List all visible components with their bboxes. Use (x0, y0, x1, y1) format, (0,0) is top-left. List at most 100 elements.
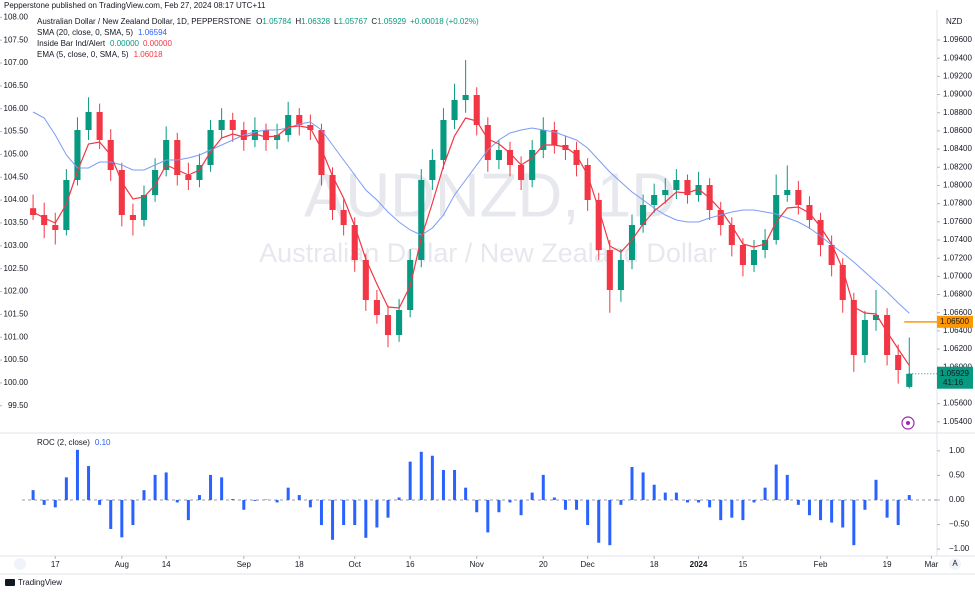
candle-body (861, 320, 868, 355)
roc-bar (641, 472, 645, 500)
candle-body (662, 190, 669, 195)
candle-body (640, 205, 647, 225)
candle-body (451, 100, 458, 120)
l-letter: L (334, 17, 339, 26)
last-price-tag-bg (937, 366, 973, 389)
legend-inside-bar: Inside Bar Ind/Alert 0.00000 0.00000 (37, 39, 172, 48)
candle-body (506, 150, 514, 165)
roc-bar (386, 499, 390, 518)
roc-bar (264, 499, 268, 500)
y-tick-label: 1.07800 (943, 199, 972, 208)
candle-body (30, 208, 37, 215)
auto-button-bg[interactable] (949, 558, 961, 570)
roc-bar (430, 455, 434, 500)
roc-bar (419, 451, 423, 500)
left-y-tick-label: 103.50 (4, 218, 29, 227)
y-tick-label: 1.07000 (943, 271, 972, 280)
roc-bar (120, 499, 124, 538)
left-y-tick-label: 103.00 (4, 241, 29, 250)
brand-logo (5, 579, 15, 586)
roc-bar (397, 497, 401, 500)
left-y-tick-label: 107.00 (4, 58, 29, 67)
plot: 1.054001.056001.058001.060001.062001.064… (0, 12, 973, 569)
x-tick-label: 18 (650, 560, 659, 569)
y-tick-label: 1.08200 (943, 162, 972, 171)
candle-body (551, 130, 558, 145)
last-price-tag: 1.05929 (940, 369, 969, 378)
roc-bar (741, 499, 745, 521)
candle-body (750, 250, 758, 265)
roc-bar (98, 499, 102, 505)
candle-body (762, 240, 769, 250)
roc-y-tick-label: −0.50 (949, 520, 970, 529)
x-tick-label: 16 (406, 560, 415, 569)
indicator-line (32, 111, 910, 314)
y-tick-label: 1.08600 (943, 126, 972, 135)
roc-bar (597, 499, 601, 543)
candle-body (773, 195, 780, 240)
roc-bar (441, 469, 445, 500)
roc-bar (652, 484, 656, 500)
legend-sma: SMA (20, close, 0, SMA, 5) 1.06594 (37, 28, 168, 37)
left-y-tick-label: 101.50 (4, 309, 29, 318)
y-tick-label: 1.05600 (943, 399, 972, 408)
candle-body (218, 120, 225, 130)
roc-bar (275, 499, 279, 503)
auto-button[interactable]: A (952, 559, 958, 568)
roc-bar (608, 499, 612, 546)
roc-bar (719, 499, 723, 521)
roc-y-tick-label: 0.50 (949, 470, 965, 479)
candle-body (584, 165, 591, 200)
roc-bar (253, 499, 257, 501)
roc-bar (519, 499, 523, 516)
candle-body (573, 150, 580, 165)
brand-name: TradingView (18, 578, 62, 587)
ema-name: EMA (5, close, 0, SMA, 5) (37, 50, 129, 59)
candle-body (274, 135, 281, 140)
roc-bar (197, 495, 201, 500)
event-icon[interactable] (901, 416, 915, 430)
candle-body (152, 170, 159, 195)
roc-bar (164, 472, 168, 500)
roc-bar (220, 477, 224, 500)
zoom-button[interactable] (14, 558, 26, 570)
roc-bar (708, 499, 712, 508)
publisher: Pepperstone published on TradingView.com… (4, 1, 266, 10)
roc-bar (186, 499, 190, 521)
y-tick-label: 1.07200 (943, 253, 972, 262)
candle-body (118, 170, 125, 215)
candle-body (595, 200, 602, 250)
roc-bar (630, 467, 634, 500)
left-y-tick-label: 105.50 (4, 127, 29, 136)
low-value: 1.05767 (338, 17, 367, 26)
roc-bar (830, 499, 834, 523)
candle-body (207, 130, 214, 165)
roc-bar (575, 499, 579, 510)
roc-bar (308, 499, 312, 508)
candle-body (52, 225, 59, 230)
candle-body (884, 315, 891, 355)
x-tick-label: 19 (883, 560, 892, 569)
y-tick-label: 1.09600 (943, 35, 972, 44)
roc-bar (552, 497, 556, 500)
candle-body (462, 95, 469, 100)
candle-body (396, 310, 403, 335)
roc-bar (453, 469, 457, 500)
candle-body (351, 225, 358, 260)
x-tick-label: 20 (539, 560, 548, 569)
roc-bar (752, 499, 756, 503)
roc-bar (486, 499, 490, 533)
roc-bar (796, 499, 800, 505)
roc-bar (153, 474, 157, 500)
price-tag-bg (937, 315, 973, 328)
roc-bar (408, 461, 412, 500)
left-y-tick-label: 108.00 (4, 12, 29, 21)
roc-bar (508, 499, 512, 503)
roc-bar (663, 492, 667, 500)
roc-bar (586, 499, 590, 526)
x-tick-label: 15 (738, 560, 747, 569)
candle-body (795, 190, 802, 205)
x-tick-label: 17 (51, 560, 60, 569)
